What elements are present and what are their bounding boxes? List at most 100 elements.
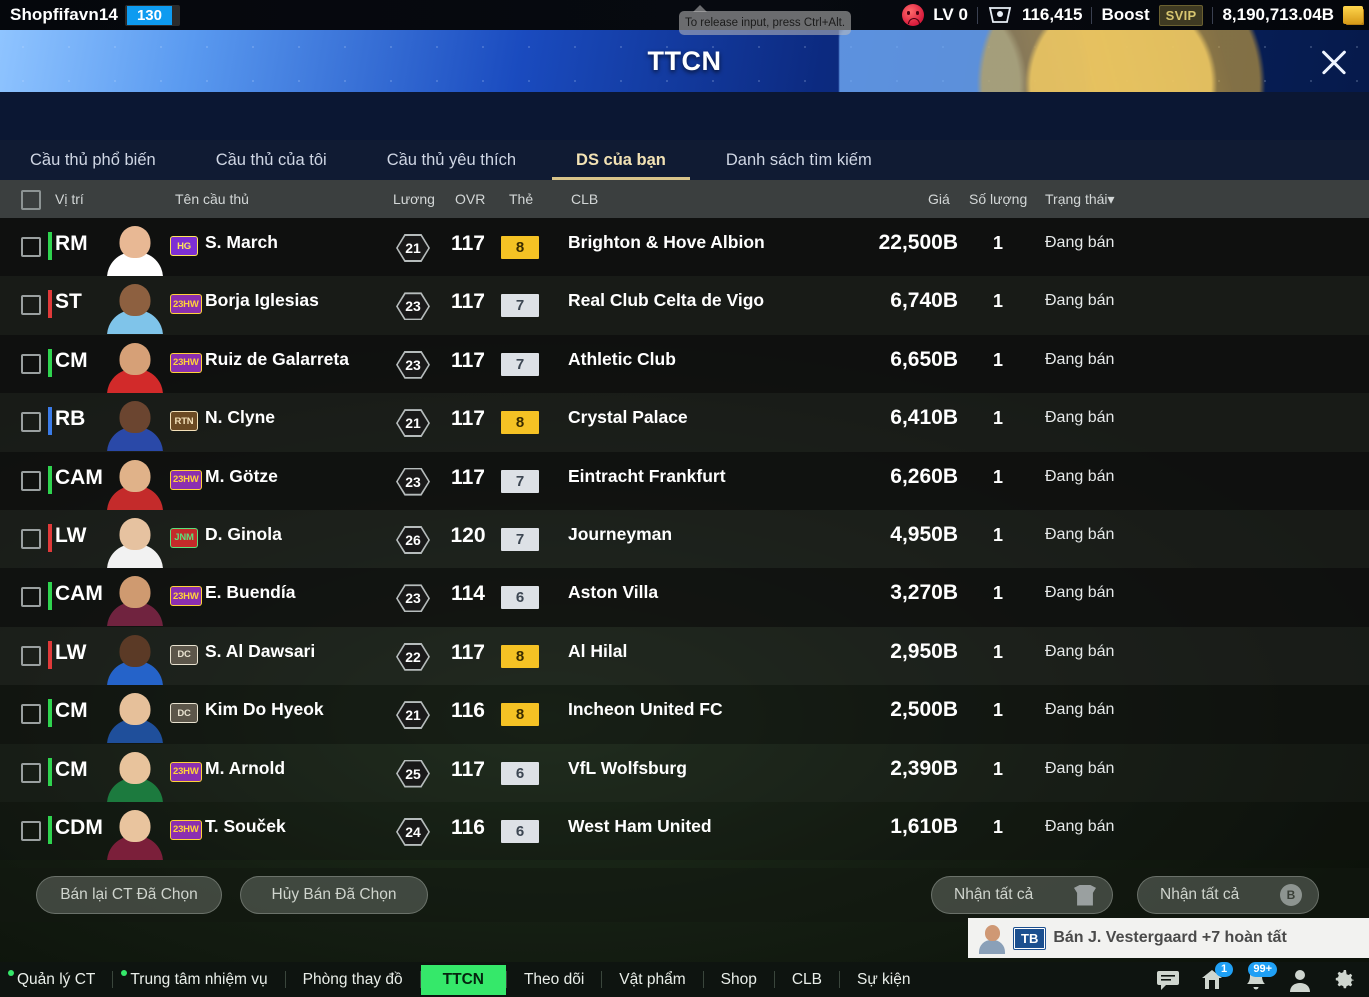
row-checkbox[interactable]: [21, 412, 41, 433]
player-ovr: 117: [451, 640, 485, 664]
bottom-nav-label: Trung tâm nhiệm vụ: [130, 970, 268, 988]
table-row[interactable]: ST 23HW Borja Iglesias 23 117 7 Real Club Celt…: [0, 276, 1369, 335]
status-user-group: Shopfifavn14 130: [0, 4, 180, 26]
input-release-tooltip: To release input, press Ctrl+Alt.: [679, 5, 851, 35]
bottom-nav-label: CLB: [791, 970, 823, 988]
player-avatar: [104, 222, 166, 276]
bottom-nav-icons: 1 99+: [1155, 961, 1369, 993]
row-checkbox[interactable]: [21, 353, 41, 374]
chat-icon[interactable]: [1155, 967, 1181, 993]
player-name: N. Clyne: [205, 407, 276, 428]
card-type-badge: 23HW: [171, 820, 201, 839]
avatar-head: [119, 226, 151, 258]
boost-label[interactable]: Boost: [1101, 5, 1150, 24]
card-level-badge: 8: [501, 703, 539, 727]
username-label: Shopfifavn14: [10, 5, 118, 24]
table-row[interactable]: CAM 23HW M. Götze 23 117 7 Eintracht Frankfurt…: [0, 451, 1369, 510]
search-bar: [0, 92, 1369, 140]
bottom-nav-item-2[interactable]: Phòng thay đồ: [286, 962, 420, 997]
player-salary: 23: [405, 298, 421, 315]
avatar-head: [119, 634, 151, 667]
mood-face-icon: [902, 4, 925, 26]
tab-2[interactable]: Cầu thủ yêu thích: [357, 140, 546, 180]
col-header-name: Tên cầu thủ: [175, 191, 249, 207]
player-quantity: 1: [992, 349, 1003, 370]
table-row[interactable]: CM 23HW M. Arnold 25 117 6 VfL Wolfsburg 2,390B…: [0, 743, 1369, 802]
bottom-nav-item-0[interactable]: Quản lý CT: [0, 962, 112, 997]
bottom-nav-item-5[interactable]: Vật phẩm: [602, 962, 702, 997]
row-checkbox[interactable]: [21, 237, 41, 257]
table-row[interactable]: CDM 23HW T. Souček 24 116 6 West Ham United 1,6…: [0, 801, 1369, 861]
level-badge-box: 130: [124, 4, 180, 26]
player-position: LW: [55, 640, 87, 664]
claim-all-items-label: Nhận tất cả: [954, 886, 1034, 903]
player-salary: 23: [405, 590, 421, 607]
player-status: Đang bán: [1045, 642, 1115, 660]
tab-0[interactable]: Cầu thủ phổ biến: [0, 140, 186, 180]
action-bar: Bán lại CT Đã Chọn Hủy Bán Đã Chọn Nhận …: [0, 868, 1369, 922]
claim-all-items-button[interactable]: Nhận tất cả: [931, 876, 1113, 914]
table-row[interactable]: CAM 23HW E. Buendía 23 114 6 Aston Villa 3,270B…: [0, 568, 1369, 627]
table-row[interactable]: CM DC Kim Do Hyeok 21 116 8 Incheon United FC 2…: [0, 685, 1369, 744]
bottom-nav-item-3[interactable]: TTCN: [420, 964, 506, 995]
row-checkbox[interactable]: [21, 295, 41, 316]
player-position: ST: [55, 290, 82, 314]
mailbox-icon[interactable]: 1: [1199, 961, 1233, 993]
bottom-nav: Quản lý CT Trung tâm nhiệm vụ Phòng thay đ…: [0, 961, 1369, 997]
row-checkbox[interactable]: [21, 820, 41, 841]
svip-badge[interactable]: SVIP: [1158, 4, 1204, 26]
player-price: 2,950B: [890, 639, 958, 663]
player-quantity: 1: [992, 466, 1003, 487]
bottom-nav-item-1[interactable]: Trung tâm nhiệm vụ: [113, 962, 284, 997]
player-avatar: [104, 689, 166, 744]
col-header-status[interactable]: Trạng thái▾: [1045, 190, 1115, 207]
notification-toast[interactable]: TB Bán J. Vestergaard +7 hoàn tất: [968, 918, 1369, 958]
col-header-price: Giá: [928, 191, 950, 207]
toast-badge: TB: [1014, 927, 1046, 949]
avatar-head: [985, 925, 1000, 941]
table-row[interactable]: LW DC S. Al Dawsari 22 117 8 Al Hilal 2,950B 1 Đa…: [0, 626, 1369, 686]
gear-icon[interactable]: [1331, 967, 1357, 993]
divider: [1212, 6, 1214, 24]
tab-3[interactable]: DS của bạn: [546, 140, 696, 180]
tab-4[interactable]: Danh sách tìm kiếm: [696, 140, 902, 180]
bottom-nav-item-4[interactable]: Theo dõi: [507, 962, 601, 997]
col-header-position: Vị trí: [55, 191, 84, 207]
claim-all-bp-button[interactable]: Nhận tất cả B: [1137, 876, 1319, 914]
row-checkbox[interactable]: [21, 470, 41, 491]
bell-icon[interactable]: 99+: [1243, 961, 1277, 993]
divider: [773, 971, 775, 988]
row-checkbox[interactable]: [21, 645, 41, 666]
table-row[interactable]: RM HG S. March 21 117 8 Brighton & Hove Albion…: [0, 218, 1369, 277]
profile-icon[interactable]: [1287, 967, 1313, 993]
divider: [112, 971, 114, 988]
tab-1[interactable]: Cầu thủ của tôi: [186, 140, 357, 180]
row-checkbox[interactable]: [21, 587, 41, 608]
bottom-nav-item-6[interactable]: Shop: [704, 962, 774, 997]
select-all-checkbox[interactable]: [21, 190, 41, 210]
row-checkbox[interactable]: [21, 704, 41, 725]
row-checkbox[interactable]: [21, 762, 41, 783]
close-icon[interactable]: [1315, 43, 1353, 81]
bottom-nav-item-7[interactable]: CLB: [775, 962, 839, 997]
player-price: 4,950B: [890, 522, 958, 546]
bottom-nav-item-8[interactable]: Sự kiện: [840, 962, 927, 997]
row-checkbox[interactable]: [21, 528, 41, 549]
resell-selected-button[interactable]: Bán lại CT Đã Chọn: [36, 876, 222, 914]
position-color-bar: [48, 407, 52, 436]
avatar-head: [119, 459, 151, 492]
player-name: D. Ginola: [205, 523, 282, 544]
player-avatar: [104, 339, 166, 393]
player-salary: 25: [405, 765, 421, 782]
player-club: Al Hilal: [568, 640, 628, 661]
player-club: Athletic Club: [568, 348, 676, 369]
position-color-bar: [48, 232, 52, 260]
cancel-sale-selected-button[interactable]: Hủy Bán Đã Chọn: [240, 876, 428, 914]
player-status: Đang bán: [1045, 759, 1115, 777]
player-salary: 24: [405, 823, 421, 840]
table-row[interactable]: CM 23HW Ruiz de Galarreta 23 117 7 Athletic Cl…: [0, 334, 1369, 394]
table-row[interactable]: RB RTN N. Clyne 21 117 8 Crystal Palace 6,410B 1…: [0, 393, 1369, 452]
toast-avatar: [978, 922, 1006, 954]
player-salary: 22: [405, 648, 421, 665]
table-row[interactable]: LW JNM D. Ginola 26 120 7 Journeyman 4,950B 1 Đan…: [0, 509, 1369, 569]
